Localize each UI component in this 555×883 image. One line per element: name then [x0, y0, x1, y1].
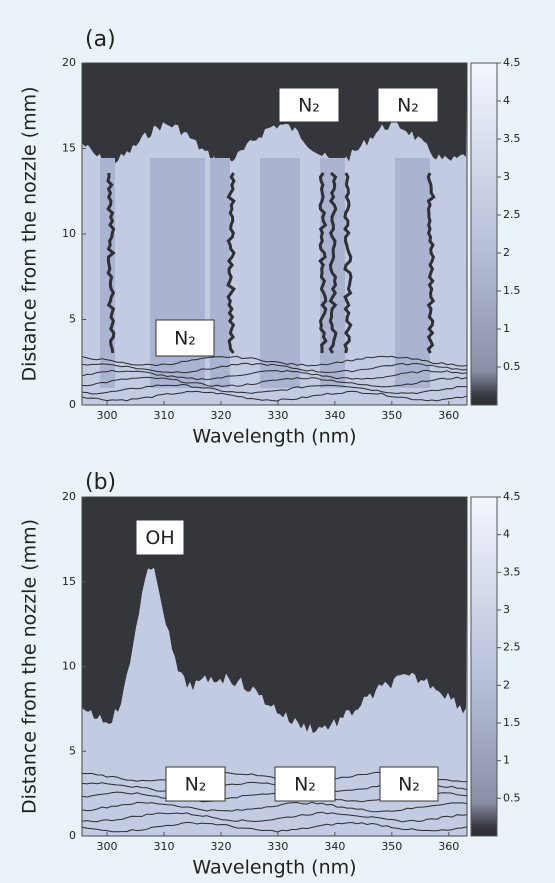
x-axis-label: Wavelength (nm)	[192, 426, 356, 448]
contour-line	[82, 355, 467, 367]
colorbar-tick-label: 1.5	[503, 284, 521, 297]
annotation: N₂	[397, 95, 419, 117]
annotation-box	[155, 319, 215, 357]
colorbar	[470, 62, 498, 406]
x-tick-label: 360	[438, 840, 459, 853]
annotation-box	[135, 519, 185, 556]
contour-line	[82, 376, 467, 388]
colorbar-tick-label: 3.5	[503, 132, 521, 145]
x-tick-label: 320	[210, 409, 231, 422]
contour-line	[82, 801, 467, 813]
annotation: N₂	[298, 95, 320, 117]
annotation-box	[379, 766, 439, 802]
streak	[106, 172, 116, 354]
panel-label: (b)	[85, 470, 116, 495]
contour-line	[82, 811, 467, 823]
colorbar-tick-label: 3.5	[503, 565, 521, 578]
colorbar	[470, 496, 498, 837]
annotation: OH	[145, 527, 174, 549]
x-tick-label: 330	[267, 840, 288, 853]
x-tick-label: 310	[154, 840, 175, 853]
annotation: N₂	[174, 328, 196, 350]
annotation-box	[165, 766, 226, 802]
streak	[318, 172, 328, 354]
dark-region	[82, 63, 467, 164]
colorbar-tick-label: 1.5	[503, 716, 521, 729]
colorbar-tick-label: 4.5	[503, 56, 521, 69]
y-tick-label: 15	[62, 575, 76, 588]
contour-line	[82, 821, 467, 833]
x-axis-label: Wavelength (nm)	[192, 857, 356, 879]
annotation: N₂	[398, 774, 420, 796]
colorbar-tick-label: 3	[503, 170, 510, 183]
colorbar-tick-label: 2	[503, 246, 510, 259]
x-tick-label: 300	[97, 409, 118, 422]
streak	[426, 172, 436, 354]
mid-band	[260, 158, 300, 388]
y-tick-label: 10	[62, 660, 76, 673]
y-tick-label: 5	[69, 313, 76, 326]
contour-line	[82, 369, 467, 381]
annotation: N₂	[294, 774, 316, 796]
x-tick-label: 360	[438, 409, 459, 422]
y-tick-label: 20	[62, 490, 76, 503]
annotation-box	[274, 766, 336, 802]
contour-line	[82, 383, 467, 395]
y-tick-label: 20	[62, 56, 76, 69]
colorbar-tick-label: 4	[503, 94, 510, 107]
x-tick-label: 340	[324, 840, 345, 853]
streak	[226, 172, 236, 354]
x-tick-label: 310	[154, 409, 175, 422]
contour-line	[82, 390, 467, 402]
x-tick-label: 300	[97, 840, 118, 853]
colorbar-tick-label: 2.5	[503, 208, 521, 221]
x-tick-label: 320	[210, 840, 231, 853]
mid-band	[210, 158, 230, 388]
streak	[328, 171, 338, 354]
y-axis-label: Distance from the nozzle (mm)	[19, 519, 41, 814]
colorbar-tick-label: 1	[503, 322, 510, 335]
y-tick-label: 5	[69, 744, 76, 757]
x-tick-label: 330	[267, 409, 288, 422]
colorbar-tick-label: 0.5	[503, 791, 521, 804]
y-tick-label: 15	[62, 142, 76, 155]
y-tick-label: 0	[69, 829, 76, 842]
x-tick-label: 350	[381, 840, 402, 853]
colorbar-tick-label: 0.5	[503, 360, 521, 373]
x-tick-label: 340	[324, 409, 345, 422]
x-tick-label: 350	[381, 409, 402, 422]
streak	[343, 172, 353, 354]
annotation: N₂	[185, 774, 207, 796]
colorbar-tick-label: 1	[503, 754, 510, 767]
annotation-box	[377, 87, 439, 123]
colorbar-tick-label: 4	[503, 528, 510, 541]
colorbar-tick-label: 3	[503, 603, 510, 616]
colorbar-tick-label: 2	[503, 678, 510, 691]
y-tick-label: 0	[69, 398, 76, 411]
dark-region	[82, 497, 467, 734]
mid-band	[395, 158, 430, 388]
y-axis-label: Distance from the nozzle (mm)	[19, 86, 41, 381]
annotation-box	[278, 87, 340, 123]
colorbar-tick-label: 4.5	[503, 490, 521, 503]
contour-line	[82, 362, 467, 374]
panel-label: (a)	[85, 27, 116, 52]
y-tick-label: 10	[62, 227, 76, 240]
colorbar-tick-label: 2.5	[503, 641, 521, 654]
